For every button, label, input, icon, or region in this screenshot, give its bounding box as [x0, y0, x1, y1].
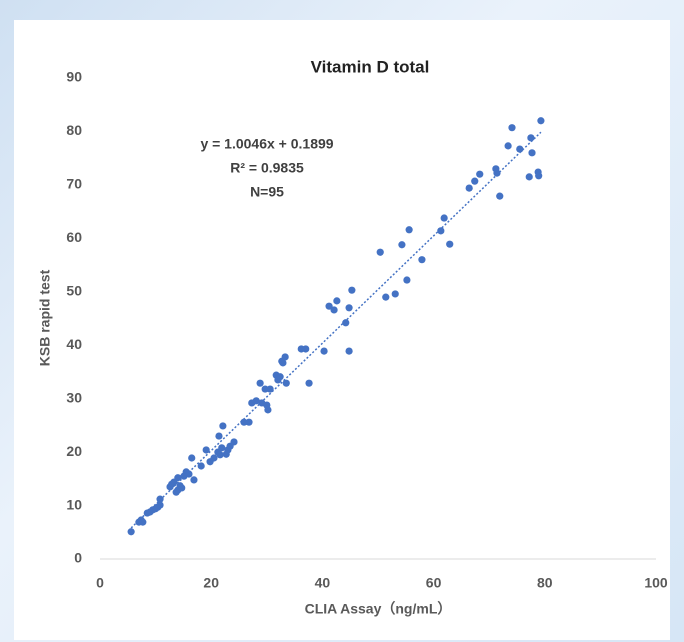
point: [230, 438, 238, 446]
point: [446, 240, 454, 248]
x-tick-label: 0: [96, 575, 104, 591]
point: [281, 353, 289, 361]
x-tick-label: 100: [644, 575, 668, 591]
y-tick-label: 80: [66, 122, 82, 138]
point: [342, 319, 350, 327]
x-tick-label: 40: [315, 575, 331, 591]
point: [528, 149, 536, 157]
point: [245, 418, 253, 426]
point: [348, 286, 356, 294]
point: [216, 451, 224, 459]
y-tick-label: 30: [66, 389, 82, 405]
point: [190, 476, 198, 484]
point: [282, 379, 290, 387]
annotation: N=95: [250, 184, 284, 200]
point: [261, 385, 269, 393]
y-tick-label: 0: [74, 550, 82, 566]
point: [493, 169, 501, 177]
point: [465, 184, 473, 192]
annotation: R² = 0.9835: [230, 160, 304, 176]
point: [504, 142, 512, 150]
point: [382, 293, 390, 301]
point: [398, 241, 406, 249]
point: [471, 177, 479, 185]
point: [264, 406, 272, 414]
point: [178, 484, 186, 492]
y-tick-label: 70: [66, 176, 82, 192]
point: [476, 170, 484, 178]
point: [256, 379, 264, 387]
point: [210, 454, 218, 462]
point: [174, 474, 182, 482]
point: [333, 297, 341, 305]
point: [156, 495, 164, 503]
point: [537, 117, 545, 125]
y-tick-label: 10: [66, 496, 82, 512]
point: [508, 124, 516, 132]
x-tick-label: 80: [537, 575, 553, 591]
point: [376, 248, 384, 256]
point: [302, 345, 310, 353]
point: [202, 446, 210, 454]
point: [325, 302, 333, 310]
point: [276, 373, 284, 381]
chart-title: Vitamin D total: [311, 57, 430, 76]
point: [305, 379, 313, 387]
point: [403, 276, 411, 284]
point: [139, 518, 147, 526]
point: [127, 528, 135, 536]
point: [188, 454, 196, 462]
x-tick-label: 20: [203, 575, 219, 591]
point: [320, 347, 328, 355]
point: [215, 432, 223, 440]
point: [266, 385, 274, 393]
point: [330, 306, 338, 314]
point: [156, 501, 164, 509]
point: [252, 397, 260, 405]
point: [525, 173, 533, 181]
point: [240, 418, 248, 426]
point: [185, 470, 193, 478]
point: [197, 462, 205, 470]
y-tick-label: 20: [66, 443, 82, 459]
point: [345, 304, 353, 312]
y-tick-label: 50: [66, 282, 82, 298]
point: [279, 359, 287, 367]
point: [437, 227, 445, 235]
x-axis-label: CLIA Assay（ng/mL）: [305, 601, 452, 617]
point: [418, 256, 426, 264]
y-tick-label: 90: [66, 69, 82, 85]
y-tick-label: 40: [66, 336, 82, 352]
annotation: y = 1.0046x + 0.1899: [200, 136, 333, 152]
point: [391, 290, 399, 298]
point: [516, 145, 524, 153]
point: [219, 422, 227, 430]
point: [345, 347, 353, 355]
point: [405, 226, 413, 234]
chart-panel: [14, 20, 670, 640]
x-tick-label: 60: [426, 575, 442, 591]
point: [218, 444, 226, 452]
point: [527, 134, 535, 142]
point: [535, 172, 543, 180]
point: [440, 214, 448, 222]
trendline: [130, 131, 542, 529]
y-axis-label: KSB rapid test: [37, 269, 53, 366]
point: [496, 192, 504, 200]
y-tick-label: 60: [66, 229, 82, 245]
